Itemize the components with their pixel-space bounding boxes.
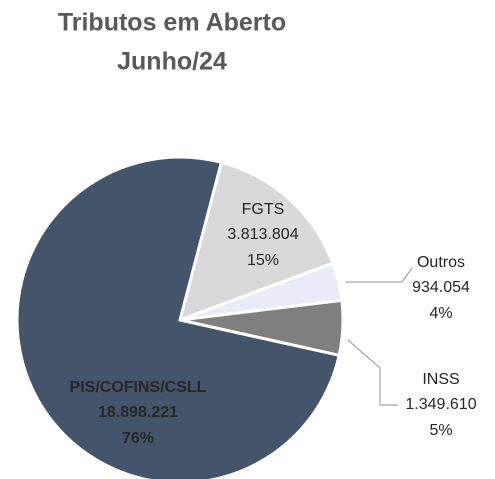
slice-name: INSS: [422, 371, 459, 388]
slice-name: PIS/COFINS/CSLL: [70, 379, 207, 396]
slice-value: 3.813.804: [227, 226, 298, 243]
slice-percent: 76%: [122, 430, 154, 447]
leader-line: [347, 339, 398, 406]
slice-value: 1.349.610: [405, 396, 476, 413]
slice-percent: 4%: [429, 305, 452, 322]
slice-percent: 15%: [247, 252, 279, 269]
slice-name: FGTS: [242, 201, 285, 218]
slice-value: 934.054: [412, 279, 470, 296]
chart-title: Tributos em Aberto: [58, 9, 286, 37]
pie-slice: [15, 155, 341, 479]
slice-name: Outros: [417, 254, 465, 271]
chart-subtitle: Junho/24: [117, 48, 227, 76]
pie-slice: [177, 160, 335, 323]
slice-value: 18.898.221: [98, 404, 178, 421]
leader-line: [345, 267, 413, 283]
slice-percent: 5%: [429, 422, 452, 439]
